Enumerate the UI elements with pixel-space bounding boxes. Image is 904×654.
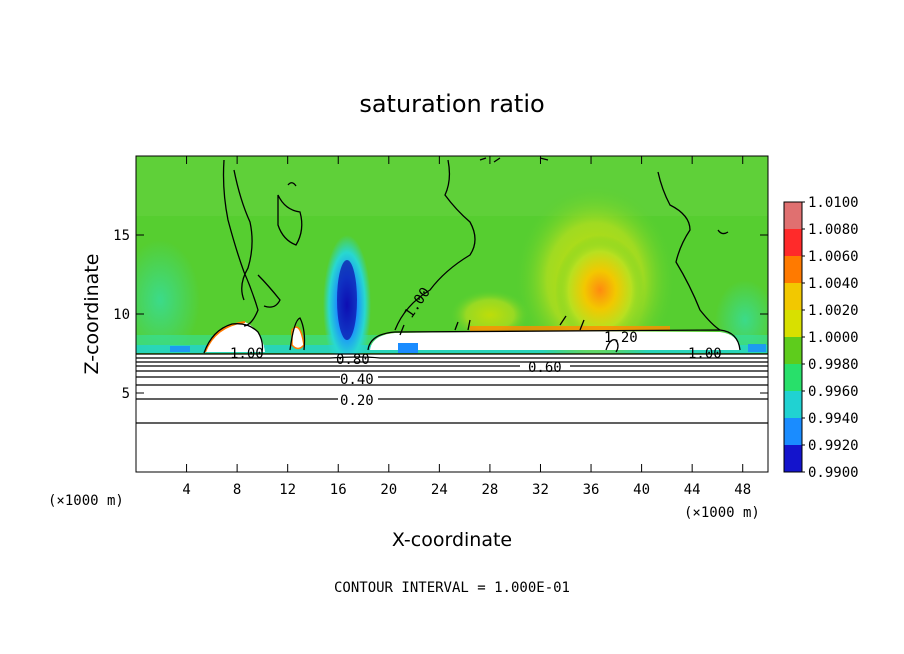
colorbar-label: 1.0000	[808, 330, 859, 346]
x-axis: 4 8 12 16 20 24 28 32 36 40 44 48	[182, 156, 751, 498]
contour-label: 1.20	[604, 330, 638, 346]
colorbar-label: 1.0040	[808, 276, 859, 292]
colorbar-label: 0.9980	[808, 357, 859, 373]
x-unit-right: (×1000 m)	[684, 505, 760, 521]
colorbar-label: 0.9940	[808, 411, 859, 427]
contour-lines	[136, 157, 768, 424]
colorbar-swatch	[784, 229, 802, 257]
colorbar-label: 0.9920	[808, 438, 859, 454]
colorbar-label: 1.0020	[808, 303, 859, 319]
x-tick-label: 28	[481, 482, 498, 498]
colorbar-label: 0.9960	[808, 384, 859, 400]
contour-label: 0.80	[336, 352, 370, 368]
contour-label: 0.20	[340, 393, 374, 409]
colorbar-swatch	[784, 202, 802, 230]
colorbar-swatch	[784, 418, 802, 446]
colorbar-swatch	[784, 337, 802, 365]
y-axis-label: Z-coordinate	[81, 254, 103, 375]
x-tick-label: 4	[182, 482, 190, 498]
x-tick-label: 12	[279, 482, 296, 498]
x-tick-label: 16	[330, 482, 347, 498]
colorbar-label: 1.0100	[808, 195, 859, 211]
y-axis: 5 10 15	[113, 228, 768, 402]
x-tick-label: 48	[734, 482, 751, 498]
contour-interval-note: CONTOUR INTERVAL = 1.000E-01	[334, 580, 570, 596]
colorbar-swatch	[784, 310, 802, 338]
x-unit-left: (×1000 m)	[48, 493, 124, 509]
colorbar: 1.0100 1.0080 1.0060 1.0040 1.0020 1.0000 0.99…	[783, 195, 859, 481]
x-tick-label: 44	[684, 482, 701, 498]
heatmap-field	[136, 156, 768, 472]
chart-title: saturation ratio	[359, 90, 544, 118]
contour-label: 1.00	[230, 346, 264, 362]
x-tick-label: 36	[583, 482, 600, 498]
y-tick-label: 5	[122, 386, 130, 402]
contour-label: 0.40	[340, 372, 374, 388]
contour-label: 0.60	[528, 360, 562, 376]
colorbar-swatch	[784, 283, 802, 311]
x-tick-label: 8	[233, 482, 241, 498]
x-tick-label: 40	[633, 482, 650, 498]
colorbar-label: 0.9900	[808, 465, 859, 481]
colorbar-swatch	[784, 256, 802, 284]
x-tick-label: 32	[532, 482, 549, 498]
colorbar-swatch	[784, 364, 802, 392]
x-axis-label: X-coordinate	[392, 529, 512, 551]
colorbar-swatch	[784, 445, 802, 473]
colorbar-label: 1.0080	[808, 222, 859, 238]
colorbar-label: 1.0060	[808, 249, 859, 265]
contour-label: 1.00	[688, 346, 722, 362]
x-tick-label: 24	[431, 482, 448, 498]
y-tick-label: 10	[113, 307, 130, 323]
x-tick-label: 20	[380, 482, 397, 498]
colorbar-swatch	[784, 391, 802, 419]
y-tick-label: 15	[113, 228, 130, 244]
